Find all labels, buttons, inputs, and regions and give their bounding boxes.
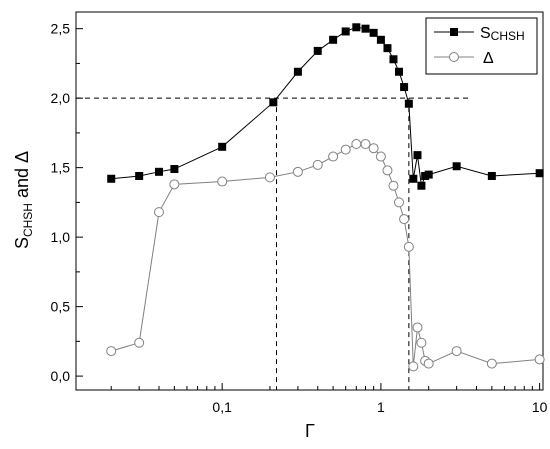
y-axis-title: SCHSH and Δ: [12, 151, 35, 249]
data-point-delta: [382, 165, 393, 176]
y-tick-label: 0,0: [51, 368, 71, 384]
data-point-delta: [412, 322, 423, 333]
series-delta: [106, 139, 545, 372]
data-point-schsh: [352, 23, 361, 32]
data-point-schsh: [424, 170, 433, 179]
data-point-schsh: [389, 55, 398, 64]
y-axis-title-main: S: [12, 237, 32, 249]
data-point-delta: [403, 241, 414, 252]
y-tick-label: 2,5: [51, 21, 71, 37]
data-point-delta: [328, 151, 339, 162]
data-point-schsh: [413, 151, 422, 160]
data-point-schsh: [452, 162, 461, 171]
legend-box: [425, 17, 538, 75]
data-point-delta: [292, 166, 303, 177]
series-line: [111, 143, 540, 367]
x-tick-label: 1: [377, 399, 385, 415]
data-point-delta: [393, 197, 404, 208]
data-point-delta: [312, 159, 323, 170]
x-tick-label: 0,1: [212, 399, 232, 415]
x-axis-title: Γ: [305, 421, 315, 441]
data-point-delta: [360, 139, 371, 150]
data-point-delta: [169, 179, 180, 190]
series-layer: [106, 23, 545, 372]
x-axis: 0,1 1 10: [110, 383, 548, 415]
y-axis-title-sub: CHSH: [21, 203, 35, 237]
data-point-delta: [451, 346, 462, 357]
data-point-delta: [351, 139, 362, 150]
data-point-delta: [375, 151, 386, 162]
legend-marker-delta: [449, 52, 459, 62]
legend-label-schsh: SCHSH: [480, 25, 525, 43]
plot-area-frame: [75, 11, 544, 391]
data-point-delta: [217, 176, 228, 187]
legend-label-delta: Δ: [483, 50, 494, 67]
data-point-schsh: [376, 35, 385, 44]
legend: SCHSH Δ: [425, 17, 538, 75]
series-schsh: [107, 23, 544, 190]
data-point-schsh: [404, 99, 413, 108]
data-point-schsh: [107, 174, 116, 183]
y-axis: 0,0 0,5 1,0 1,5 2,0 2,5: [51, 21, 83, 384]
data-point-schsh: [154, 167, 163, 176]
x-tick-label: 10: [532, 399, 548, 415]
data-point-schsh: [487, 171, 496, 180]
data-point-schsh: [383, 44, 392, 53]
data-point-delta: [416, 337, 427, 348]
legend-marker-schsh: [450, 28, 458, 36]
data-point-delta: [534, 354, 545, 365]
data-point-schsh: [394, 67, 403, 76]
data-point-schsh: [313, 46, 322, 55]
data-point-delta: [153, 207, 164, 218]
data-point-schsh: [535, 169, 544, 178]
data-point-delta: [106, 346, 117, 357]
data-point-schsh: [369, 28, 378, 37]
data-point-delta: [134, 337, 145, 348]
data-point-schsh: [329, 35, 338, 44]
data-point-schsh: [409, 174, 418, 183]
data-point-delta: [388, 180, 399, 191]
data-point-schsh: [135, 171, 144, 180]
data-point-schsh: [361, 24, 370, 33]
y-tick-label: 1,0: [51, 229, 71, 245]
legend-label-schsh-main: S: [480, 25, 491, 42]
data-point-schsh: [417, 181, 426, 190]
data-point-delta: [408, 361, 419, 372]
y-tick-label: 1,5: [51, 160, 71, 176]
data-point-schsh: [218, 142, 227, 151]
data-point-schsh: [400, 83, 409, 92]
data-point-delta: [340, 144, 351, 155]
legend-label-schsh-sub: CHSH: [491, 29, 525, 43]
y-tick-label: 2,0: [51, 90, 71, 106]
data-point-schsh: [293, 67, 302, 76]
data-point-schsh: [269, 98, 278, 107]
data-point-schsh: [170, 165, 179, 174]
data-point-delta: [368, 143, 379, 154]
y-axis-title-suffix: and Δ: [12, 151, 32, 203]
y-tick-label: 0,5: [51, 299, 71, 315]
data-point-delta: [264, 172, 275, 183]
data-point-delta: [423, 358, 434, 369]
data-point-schsh: [341, 27, 350, 36]
data-point-delta: [399, 214, 410, 225]
data-point-delta: [486, 358, 497, 369]
